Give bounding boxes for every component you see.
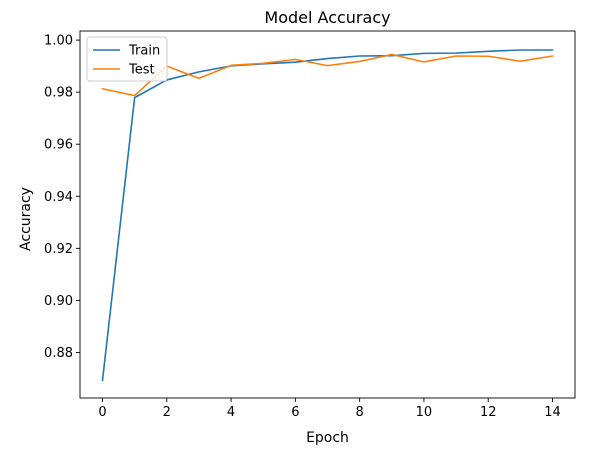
legend-label-test: Test [128, 63, 155, 78]
y-tick-label: 1.00 [44, 34, 73, 49]
x-tick-label: 6 [291, 405, 299, 420]
y-tick-label: 0.88 [44, 346, 73, 361]
y-tick-label: 0.96 [44, 138, 73, 153]
x-tick-label: 12 [480, 405, 497, 420]
x-tick-label: 2 [163, 405, 171, 420]
x-tick-label: 4 [227, 405, 235, 420]
x-tick-label: 0 [98, 405, 106, 420]
axes-frame [79, 30, 576, 399]
series-layer [101, 49, 554, 382]
axes-layer: 0 2 4 6 8 10 12 14 0.88 0.90 0.92 0.94 0.96 0.98 1.00 [44, 30, 576, 420]
plot-background [80, 31, 575, 398]
y-axis-title: Accuracy [18, 187, 34, 251]
x-tick-label: 8 [356, 405, 364, 420]
x-tick-label: 14 [544, 405, 561, 420]
y-tick-label: 0.92 [44, 242, 73, 257]
chart-title: Model Accuracy [264, 8, 390, 27]
plot-area [80, 31, 575, 398]
x-axis-title: Epoch [306, 430, 349, 446]
x-tick-label: 10 [416, 405, 433, 420]
legend-label-train: Train [128, 44, 160, 59]
legend-box [86, 36, 168, 82]
y-tick-label: 0.90 [44, 294, 73, 309]
y-tick-label: 0.98 [44, 86, 73, 101]
series-line-test [101, 53, 554, 97]
series-line-train [101, 49, 554, 382]
y-tick-label: 0.94 [44, 190, 73, 205]
legend: Train Test [86, 36, 168, 82]
